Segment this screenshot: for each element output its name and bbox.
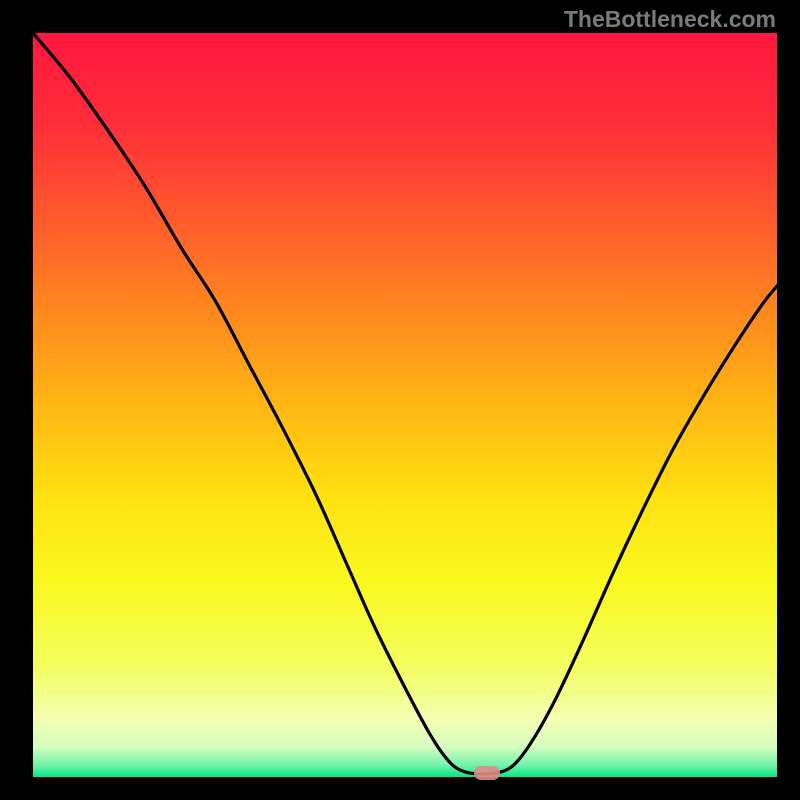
- watermark-text: TheBottleneck.com: [564, 6, 776, 33]
- chart-frame: TheBottleneck.com: [0, 0, 800, 800]
- valley-marker: [474, 766, 500, 780]
- bottleneck-curve: [33, 33, 777, 774]
- curve-layer: [33, 33, 777, 777]
- plot-area: [33, 33, 777, 777]
